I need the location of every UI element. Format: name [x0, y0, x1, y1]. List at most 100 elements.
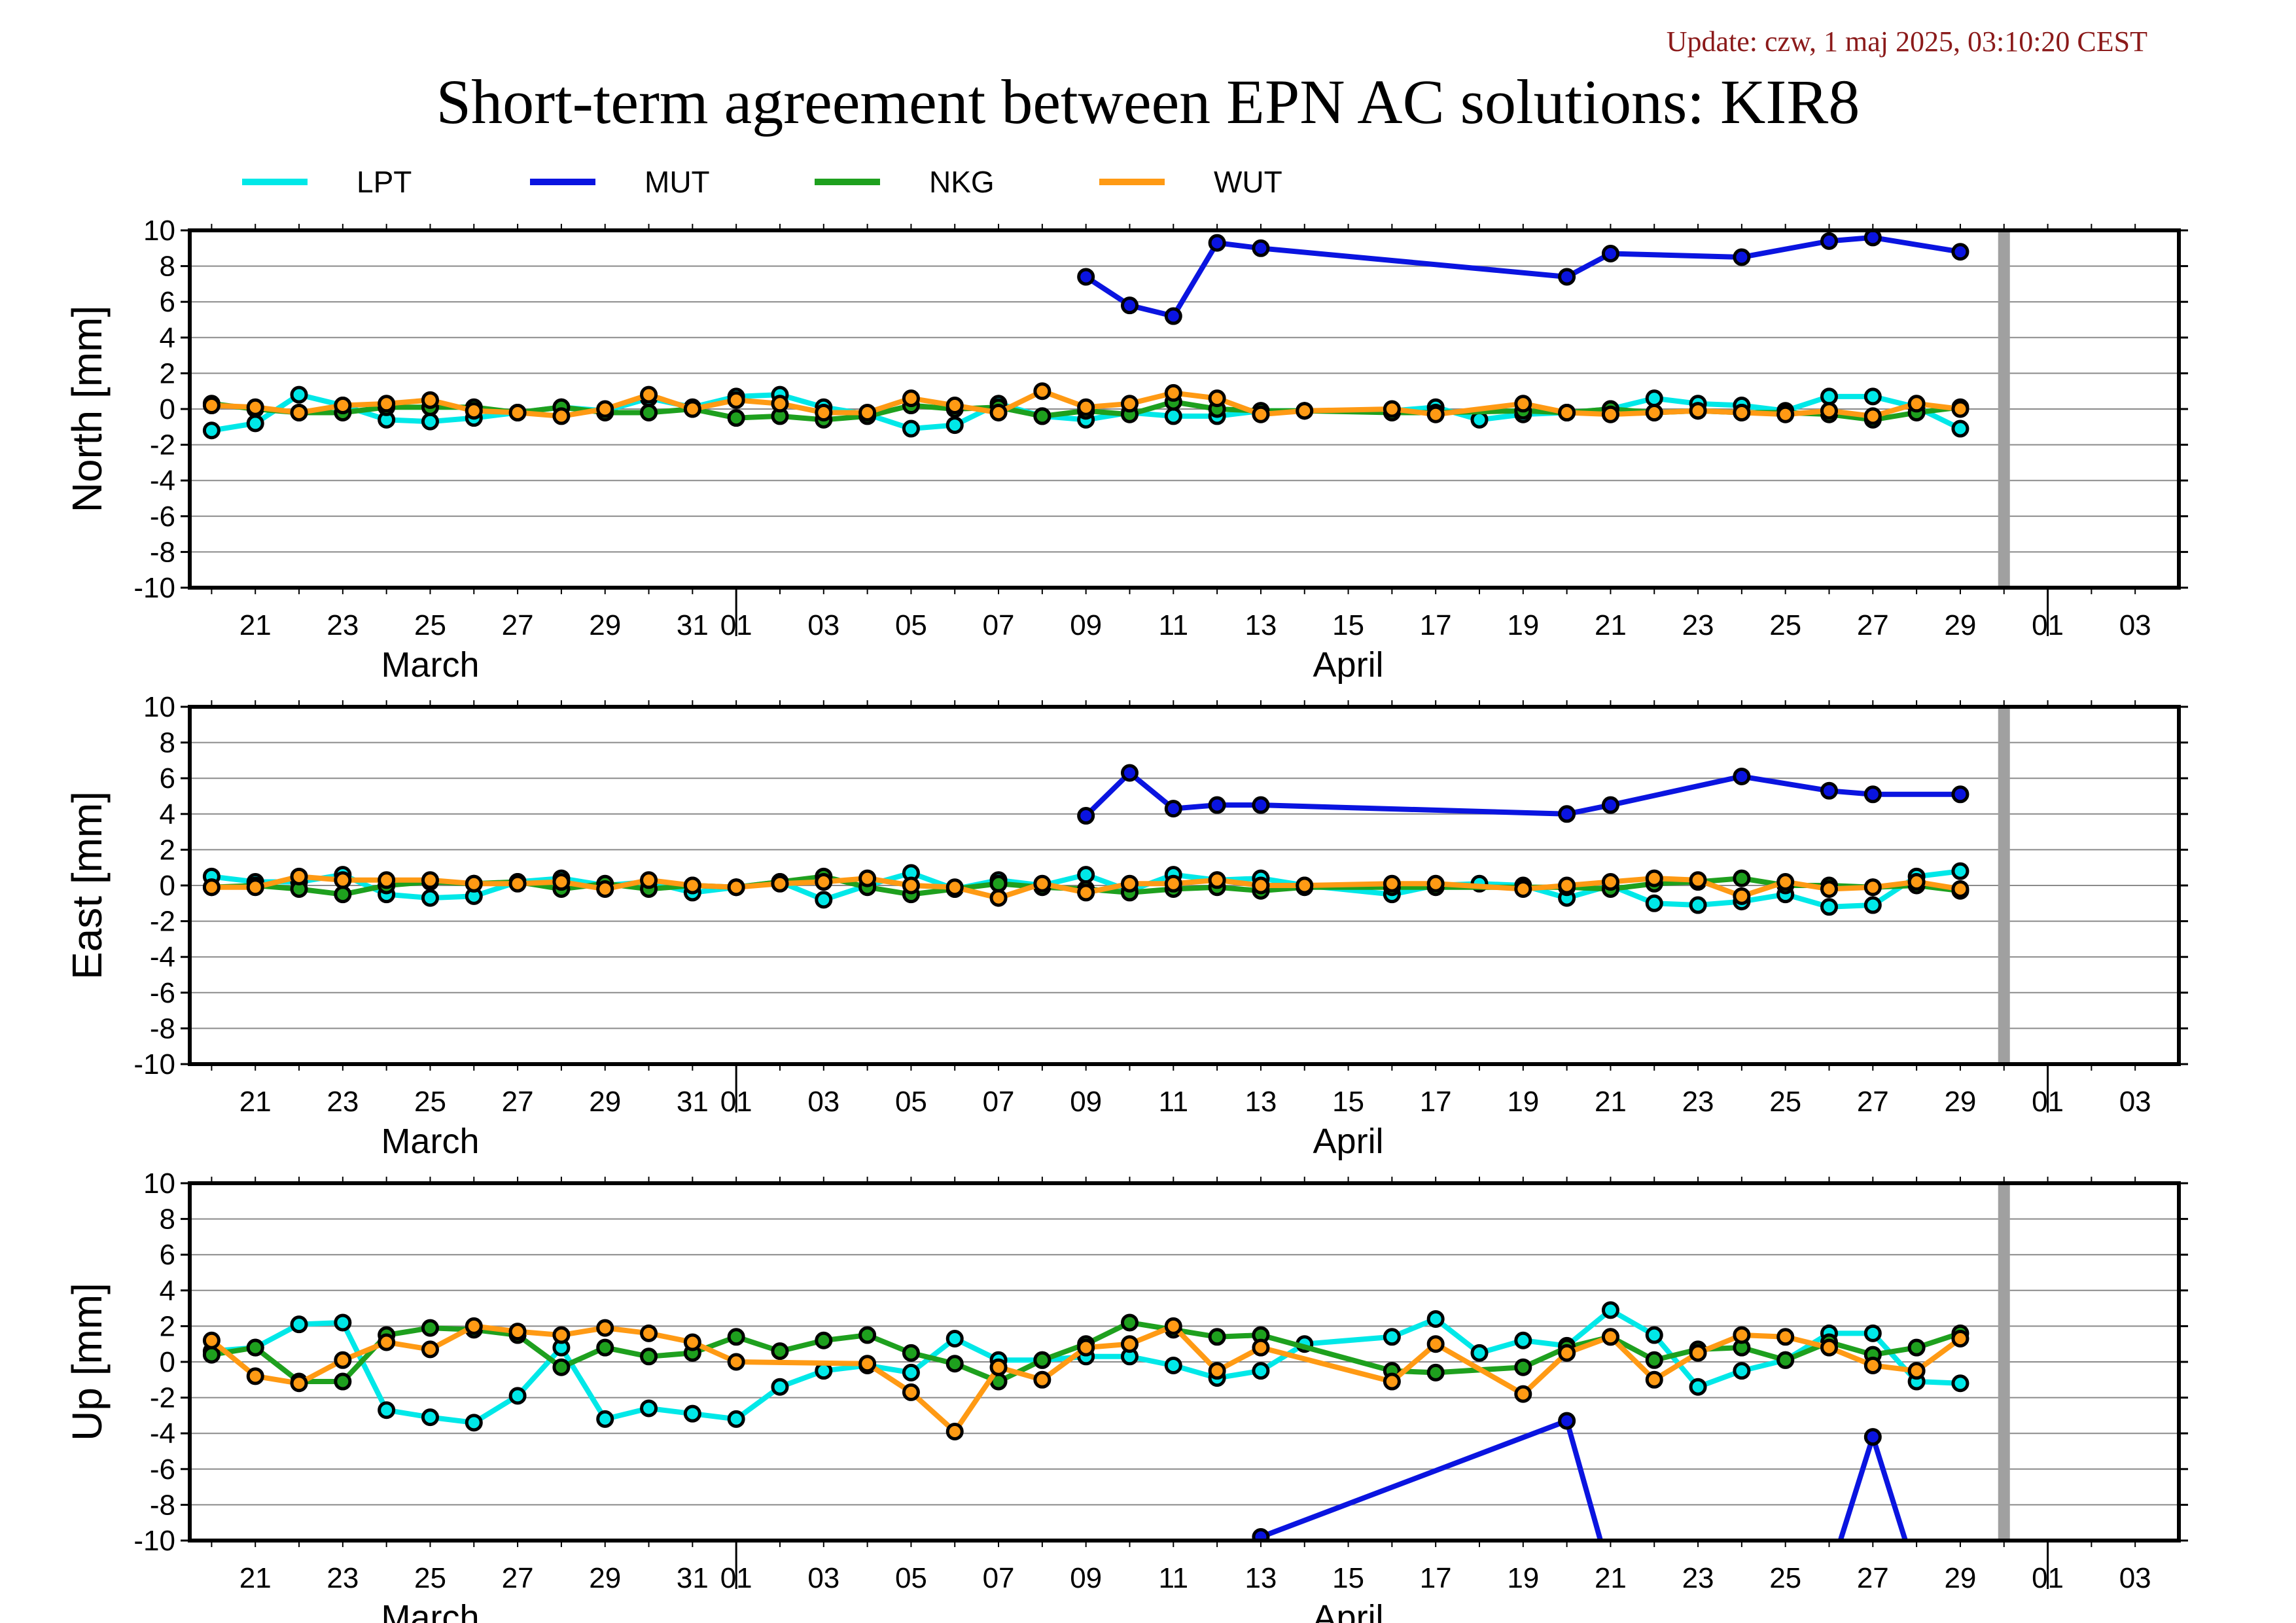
data-point — [1296, 402, 1314, 420]
data-point — [334, 871, 352, 889]
data-point — [1820, 402, 1838, 420]
legend-item-nkg: NKG — [815, 165, 995, 199]
data-point — [989, 889, 1008, 907]
data-point — [1558, 805, 1576, 823]
data-point — [902, 1383, 920, 1401]
data-point — [1426, 1335, 1445, 1353]
data-point — [1645, 894, 1663, 912]
data-point — [815, 403, 833, 421]
data-point — [1863, 407, 1882, 425]
series-line — [211, 868, 1961, 910]
x-tick-label: 27 — [502, 1562, 534, 1594]
data-point — [596, 400, 614, 418]
data-point — [1776, 1351, 1795, 1369]
x-tick-label: 25 — [414, 1086, 446, 1118]
data-point — [1645, 1351, 1663, 1369]
x-tick-label: 11 — [1158, 1086, 1188, 1118]
data-point — [1252, 876, 1270, 895]
y-axis-title: North [mm] — [63, 306, 111, 512]
data-point — [1601, 405, 1619, 423]
x-tick-label: 21 — [1595, 609, 1627, 641]
data-point — [1951, 880, 1969, 898]
update-timestamp: Update: czw, 1 maj 2025, 03:10:20 CEST — [1666, 26, 2147, 58]
legend-item-wut: WUT — [1099, 165, 1282, 199]
x-tick-label: 25 — [414, 609, 446, 641]
data-point — [1951, 785, 1969, 804]
x-tick-label: 05 — [895, 1086, 927, 1118]
data-point — [1558, 876, 1576, 895]
data-point — [596, 1410, 614, 1428]
panel-north: 10 86 42 0 -2 -4 -6-8 -10 21 23 25 27 29 31 01 03 05 07 09… — [63, 215, 2188, 685]
data-point — [727, 1328, 745, 1346]
x-tick-label: 13 — [1245, 609, 1277, 641]
data-point — [1208, 1328, 1226, 1346]
data-point — [552, 1326, 571, 1344]
data-point — [290, 867, 308, 885]
data-point — [378, 871, 396, 889]
y-tick-label: 2 — [160, 834, 175, 866]
data-point — [1164, 307, 1182, 325]
x-tick-label: 09 — [1070, 1086, 1102, 1118]
data-point — [1164, 407, 1182, 425]
x-tick-label: 27 — [502, 1086, 534, 1118]
x-tick-label: 19 — [1507, 1086, 1539, 1118]
data-point — [640, 1399, 658, 1418]
data-point — [1077, 807, 1095, 825]
y-tick-label: -10 — [133, 1525, 175, 1557]
legend-label: LPT — [357, 165, 412, 199]
y-tick-label: 2 — [160, 357, 175, 389]
data-point — [1820, 898, 1838, 916]
x-tick-label: 29 — [589, 609, 621, 641]
data-point — [1383, 1328, 1401, 1346]
data-point — [421, 1408, 439, 1427]
x-tick-label: 03 — [807, 1086, 839, 1118]
data-point — [1033, 1370, 1051, 1389]
y-tick-label: 10 — [143, 691, 175, 723]
data-point — [1733, 767, 1751, 785]
legend-label: MUT — [645, 165, 710, 199]
data-point — [1907, 1362, 1926, 1380]
x-tick-label: 01 — [720, 1086, 752, 1118]
x-tick-label: 27 — [502, 609, 534, 641]
x-tick-label: 15 — [1332, 609, 1364, 641]
y-tick-label: -8 — [150, 1489, 175, 1521]
x-tick-label: 03 — [807, 609, 839, 641]
data-point — [1470, 1344, 1489, 1362]
data-point — [508, 403, 527, 421]
data-point — [465, 402, 483, 420]
data-point — [683, 1404, 701, 1423]
data-point — [1383, 874, 1401, 893]
legend-label: NKG — [929, 165, 995, 199]
data-point — [290, 1374, 308, 1393]
y-tick-label: -2 — [150, 429, 175, 461]
x-tick-label: 17 — [1420, 1562, 1452, 1594]
series-line — [211, 1307, 1961, 1425]
x-tick-label: 05 — [895, 1562, 927, 1594]
data-point — [1689, 1344, 1707, 1362]
data-point — [1951, 400, 1969, 418]
x-month-label: March — [381, 1598, 479, 1623]
chart-title: Short-term agreement between EPN AC solu… — [436, 67, 1860, 137]
data-point — [1120, 764, 1139, 782]
data-point — [1601, 244, 1619, 262]
data-point — [771, 395, 789, 413]
y-tick-label: 4 — [160, 322, 175, 354]
data-point — [1208, 234, 1226, 252]
x-tick-label: 23 — [1682, 1562, 1714, 1594]
x-month-label: April — [1313, 1598, 1384, 1623]
x-tick-label: 09 — [1070, 1562, 1102, 1594]
x-tick-label: 25 — [1769, 1086, 1801, 1118]
data-point — [596, 880, 614, 898]
data-point — [1296, 876, 1314, 895]
data-point — [1863, 1324, 1882, 1342]
data-point — [596, 1319, 614, 1337]
data-point — [727, 409, 745, 427]
y-tick-label: 6 — [160, 1239, 175, 1271]
data-point — [1558, 403, 1576, 421]
data-point — [1120, 1313, 1139, 1332]
data-point — [1951, 862, 1969, 880]
data-point — [640, 1324, 658, 1342]
x-tick-label: 29 — [589, 1086, 621, 1118]
data-point — [421, 889, 439, 907]
data-point — [1820, 387, 1838, 406]
